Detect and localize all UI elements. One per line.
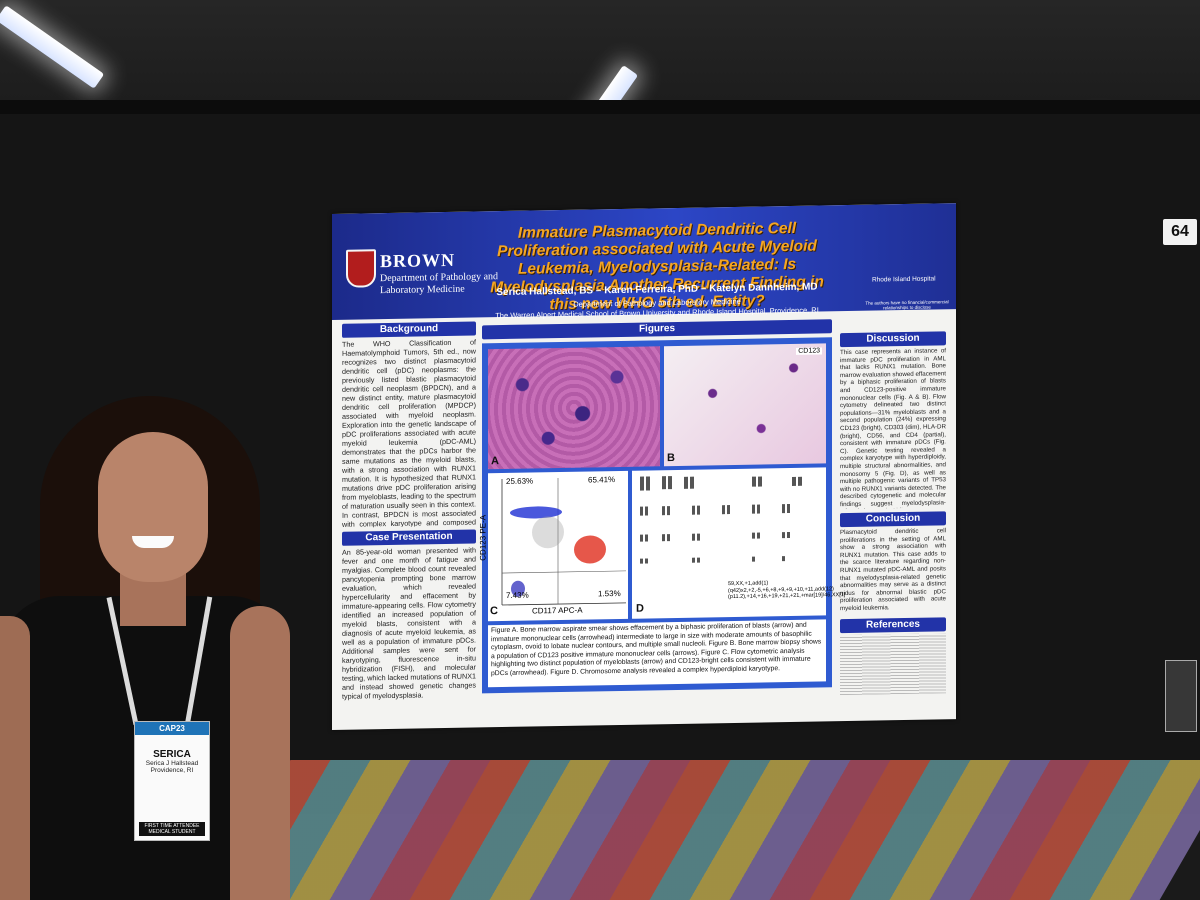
hospital-logo: Rhode Island Hospital (872, 275, 936, 284)
poster: BROWN Department of Pathology and Labora… (332, 203, 956, 730)
flow-q4: 1.53% (598, 588, 621, 599)
figure-caption: Figure A. Bone marrow aspirate smear sho… (488, 619, 826, 688)
presenter-left-arm (0, 616, 30, 900)
presenter-face (98, 432, 208, 582)
panel-letter-c: C (490, 605, 498, 618)
presenter-smile (132, 536, 174, 548)
brown-shield-icon (346, 249, 376, 288)
references-list (840, 633, 946, 696)
flow-cytometry-plot: 25.63% 65.41% 7.43% 1.53% CD117 APC-A CD… (478, 470, 628, 622)
biopsy-image: CD123 B (664, 343, 826, 467)
flow-y-label: CD123 PE-A (478, 514, 488, 561)
panel-letter-b: B (667, 452, 675, 465)
badge-full-name: Serica J Hallstead (145, 760, 199, 767)
figures-heading: Figures (482, 319, 832, 340)
disclosure-text: The authors have no financial/commercial… (865, 299, 949, 311)
presenter: CAP23 SERICA Serica J Hallstead Providen… (0, 396, 300, 900)
flow-q2: 65.41% (588, 475, 616, 485)
aspirate-smear-image: A (488, 346, 660, 470)
plastic-pocket (1165, 660, 1197, 732)
name-badge: CAP23 SERICA Serica J Hallstead Providen… (134, 721, 210, 841)
conclusion-heading: Conclusion (840, 511, 946, 528)
presenter-right-arm (230, 606, 290, 900)
background-text: The WHO Classification of Haematolymphoi… (342, 337, 476, 528)
flow-q1: 25.63% (506, 476, 534, 486)
badge-first-name: SERICA (153, 749, 191, 760)
badge-event: CAP23 (135, 722, 209, 735)
case-presentation-heading: Case Presentation (342, 529, 476, 546)
ceiling-light-left (0, 5, 105, 89)
figures-panel: A CD123 B 25.63% 65.41% 7.43% 1.53% CD11… (478, 337, 846, 694)
carpet (209, 760, 1200, 900)
poster-banner: BROWN Department of Pathology and Labora… (332, 203, 956, 320)
conclusion-text: Plasmacytoid dendritic cell proliferatio… (840, 527, 946, 613)
panel-letter-d: D (636, 602, 644, 615)
flow-q3: 7.43% (506, 590, 529, 600)
flow-x-label: CD117 APC-A (532, 605, 583, 616)
discussion-text: This case represents an instance of imma… (840, 347, 946, 509)
karyotype-text: 59,XX,+1,add(1)(q42)x2,+2,-5,+6,+8,+9,+9… (728, 580, 846, 601)
panel-letter-a: A (491, 455, 499, 468)
brown-logo-name: BROWN (380, 249, 456, 272)
discussion-heading: Discussion (840, 331, 946, 348)
cd123-label: CD123 (796, 347, 822, 355)
karyotype-image: 59,XX,+1,add(1)(q42)x2,+2,-5,+6,+8,+9,+9… (632, 467, 846, 619)
flow-plot-svg (501, 478, 626, 606)
case-presentation-text: An 85-year-old woman presented with feve… (342, 545, 476, 701)
booth-number: 64 (1163, 219, 1197, 245)
background-heading: Background (342, 321, 476, 338)
badge-location: Providence, RI (150, 767, 194, 774)
references-heading: References (840, 617, 946, 634)
karyotype-svg (640, 476, 802, 564)
badge-status: FIRST TIME ATTENDEE MEDICAL STUDENT (139, 822, 205, 836)
